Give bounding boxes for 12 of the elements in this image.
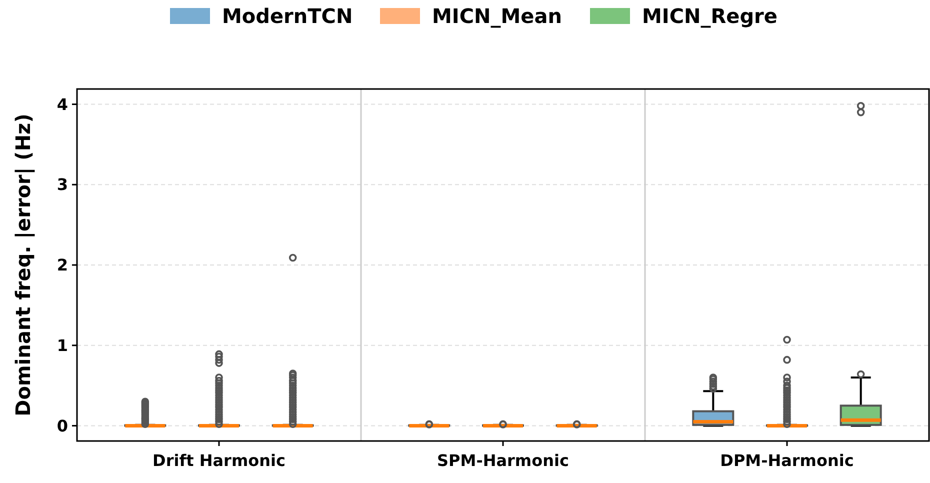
- x-tick-label: SPM-Harmonic: [437, 451, 569, 470]
- y-tick-label: 2: [56, 256, 68, 275]
- x-tick-label: DPM-Harmonic: [720, 451, 854, 470]
- legend-label: ModernTCN: [222, 4, 353, 28]
- y-axis-title: Dominant freq. |error| (Hz): [11, 114, 35, 416]
- y-tick-label: 1: [56, 336, 68, 355]
- y-tick-label: 3: [56, 175, 68, 194]
- y-tick-label: 4: [56, 94, 68, 114]
- y-tick-label: 0: [56, 416, 68, 436]
- legend-label: MICN_Mean: [432, 4, 562, 28]
- legend-label: MICN_Regre: [642, 4, 778, 28]
- x-tick-label: Drift Harmonic: [152, 451, 286, 470]
